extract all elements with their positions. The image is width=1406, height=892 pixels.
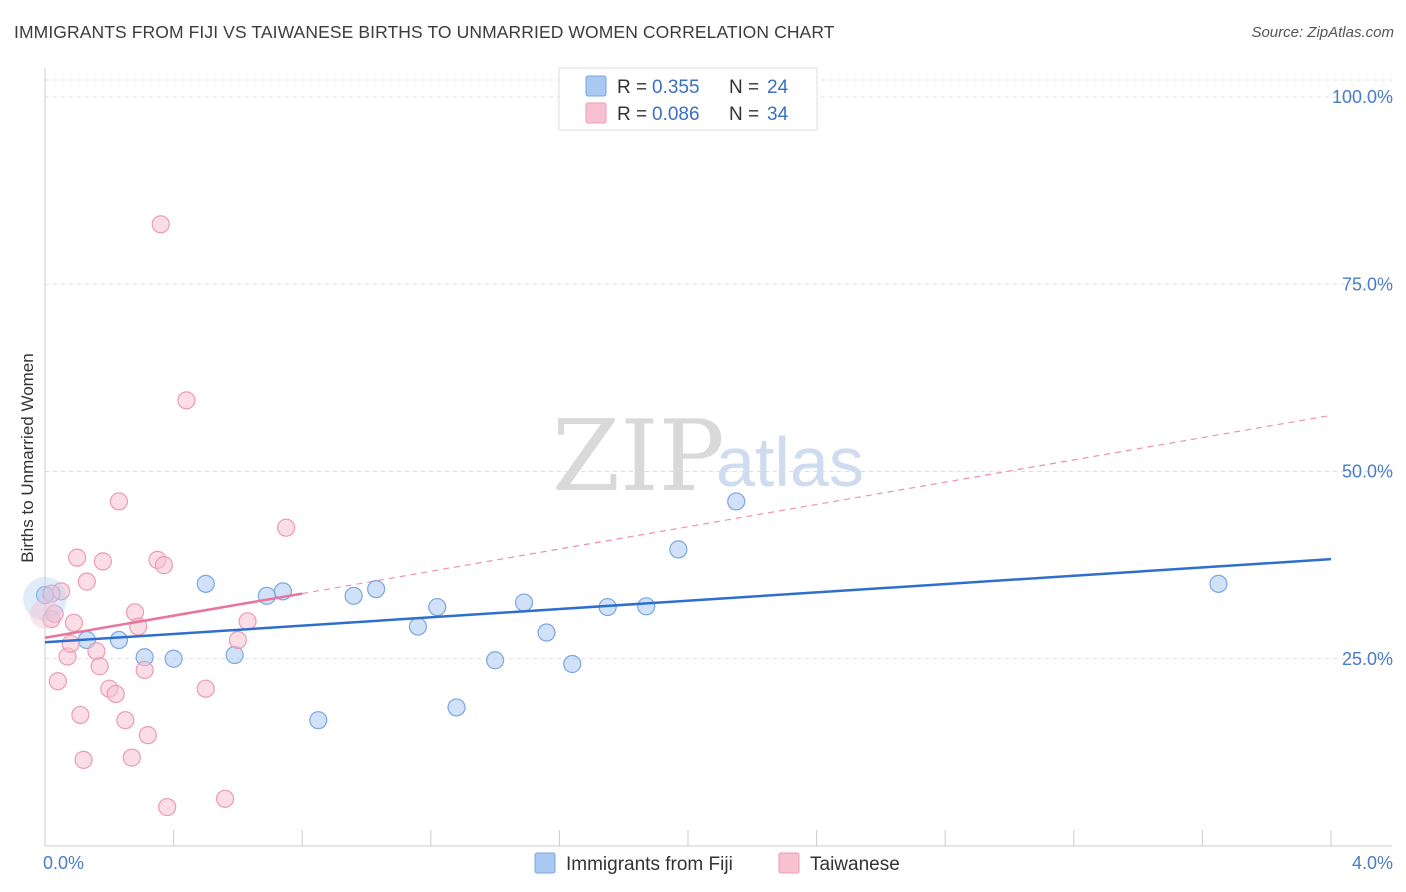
data-point-fiji — [1209, 574, 1228, 593]
data-point-taiwanese — [68, 548, 87, 567]
data-point-cluster-fiji — [23, 576, 67, 621]
data-point-fiji — [486, 651, 505, 670]
data-point-taiwanese — [135, 660, 154, 680]
stats-legend: R = 0.355 N = 24 R = 0.086 N = 34 — [558, 67, 818, 131]
data-point-taiwanese — [71, 705, 90, 725]
legend-n-label-fiji: N = — [729, 77, 759, 98]
data-point-fiji — [514, 593, 534, 612]
data-point-fiji — [727, 492, 746, 511]
data-point-taiwanese — [61, 634, 80, 653]
data-point-taiwanese — [90, 657, 109, 676]
data-point-fiji — [669, 540, 688, 559]
data-point-fiji — [196, 574, 215, 593]
data-point-taiwanese — [87, 642, 106, 661]
data-point-taiwanese — [228, 630, 247, 650]
data-point-fiji — [408, 617, 428, 636]
legend-n-value-taiwanese: 34 — [767, 104, 789, 125]
legend-swatch-fiji — [585, 75, 607, 97]
trend-line-dashed-taiwanese — [302, 414, 1332, 595]
watermark-atlas: atlas — [716, 423, 864, 501]
data-point-taiwanese — [215, 789, 235, 808]
data-points — [23, 215, 1228, 817]
watermark-zip: ZIP — [552, 400, 725, 514]
series-legend-label-taiwanese: Taiwanese — [810, 854, 900, 875]
data-point-fiji — [367, 579, 386, 599]
trend-line-taiwanese — [44, 592, 303, 640]
axes — [44, 68, 1392, 847]
data-point-taiwanese — [74, 750, 93, 769]
data-point-fiji — [537, 623, 556, 642]
data-point-taiwanese — [277, 518, 296, 537]
data-point-taiwanese — [93, 552, 112, 571]
trend-lines — [44, 414, 1332, 644]
y-tick-label: 25.0% — [1342, 649, 1393, 669]
legend-r-value-fiji: 0.355 — [652, 77, 700, 98]
data-point-taiwanese — [109, 492, 129, 511]
x-tick-label: 0.0% — [43, 853, 84, 873]
chart-title: IMMIGRANTS FROM FIJI VS TAIWANESE BIRTHS… — [14, 22, 835, 42]
legend-r-label-fiji: R = — [617, 77, 647, 98]
legend-swatch-taiwanese — [585, 102, 607, 124]
data-point-taiwanese — [138, 726, 157, 745]
series-legend: Immigrants from Fiji Taiwanese — [534, 852, 900, 875]
series-legend-swatch-fiji — [534, 852, 556, 874]
data-point-taiwanese — [158, 797, 177, 817]
legend-n-value-fiji: 24 — [767, 77, 789, 98]
data-point-taiwanese — [64, 613, 84, 632]
y-tick-label: 100.0% — [1332, 87, 1393, 107]
data-point-taiwanese — [177, 391, 196, 410]
data-point-cluster-taiwanese — [30, 598, 60, 629]
y-tick-label: 75.0% — [1342, 274, 1393, 294]
data-point-taiwanese — [42, 584, 61, 603]
legend-r-value-taiwanese: 0.086 — [652, 104, 700, 125]
data-point-fiji — [109, 630, 129, 650]
data-point-fiji — [164, 649, 183, 668]
data-point-taiwanese — [196, 679, 215, 698]
y-tick-label: 50.0% — [1342, 462, 1393, 482]
legend-r-label-taiwanese: R = — [617, 104, 647, 125]
series-legend-label-fiji: Immigrants from Fiji — [566, 854, 733, 875]
data-point-taiwanese — [122, 748, 141, 767]
gridlines — [45, 79, 1392, 660]
y-axis-label: Births to Unmarried Women — [18, 353, 37, 562]
data-point-taiwanese — [151, 215, 170, 234]
x-tick-labels: 0.0% 4.0% — [43, 853, 1393, 873]
data-point-taiwanese — [48, 672, 67, 691]
series-legend-swatch-taiwanese — [778, 852, 800, 874]
watermark: ZIP atlas — [552, 400, 864, 514]
data-point-taiwanese — [116, 711, 135, 730]
data-point-fiji — [447, 698, 466, 717]
y-tick-labels: 25.0% 50.0% 75.0% 100.0% — [1332, 87, 1393, 669]
x-tick-label: 4.0% — [1352, 853, 1393, 873]
data-point-taiwanese — [106, 684, 125, 704]
data-point-taiwanese — [154, 556, 174, 575]
data-point-fiji — [563, 654, 582, 674]
data-point-fiji — [225, 645, 244, 665]
trend-line-fiji — [44, 557, 1332, 644]
chart-source: Source: ZipAtlas.com — [1251, 24, 1394, 41]
data-point-fiji — [637, 597, 656, 616]
data-point-fiji — [309, 711, 328, 730]
legend-n-label-taiwanese: N = — [729, 104, 759, 125]
data-point-taiwanese — [238, 612, 257, 631]
data-point-taiwanese — [45, 604, 64, 623]
data-point-taiwanese — [77, 572, 96, 591]
data-point-fiji — [344, 586, 363, 605]
data-point-fiji — [428, 597, 447, 617]
